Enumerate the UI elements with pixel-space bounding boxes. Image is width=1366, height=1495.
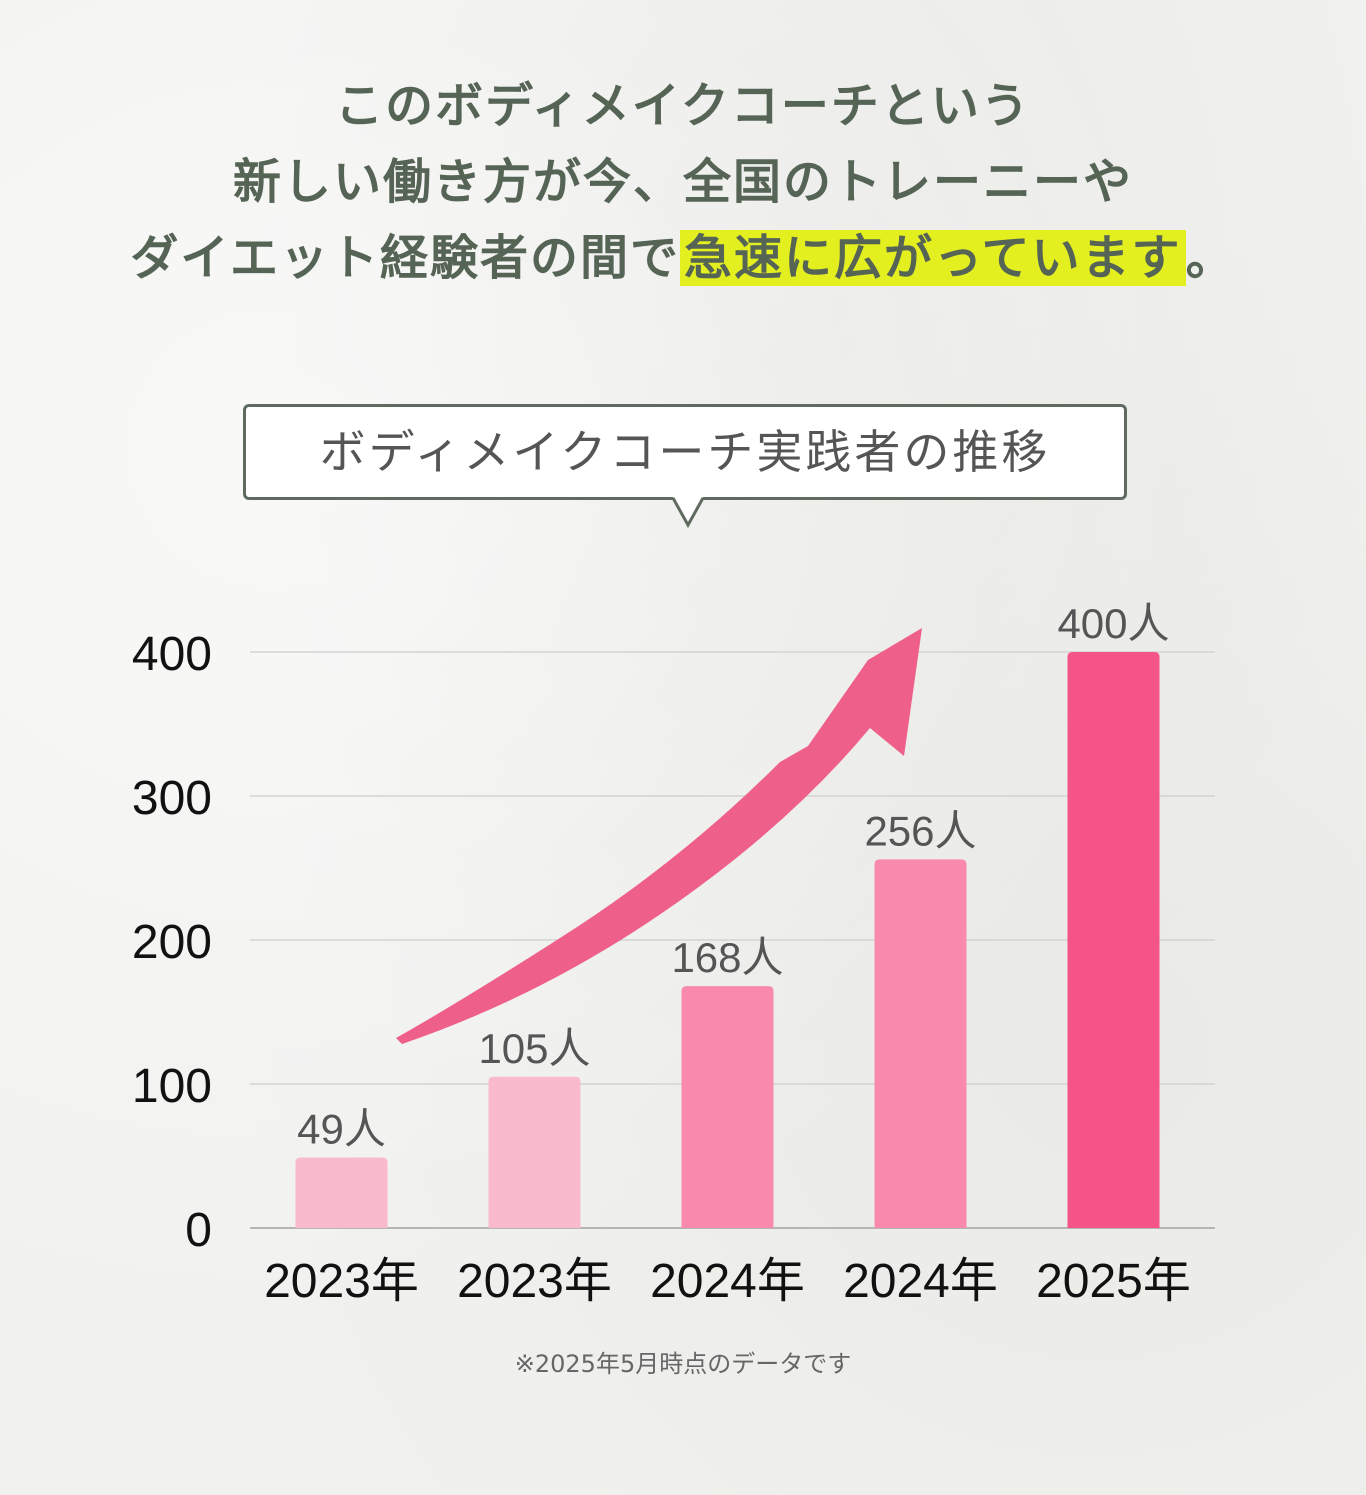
bar: [488, 1076, 581, 1228]
trend-arrow: [396, 628, 922, 1044]
data-label: 168人: [671, 934, 783, 981]
headline-line-3-start: ダイエット経験者の間で: [130, 230, 680, 286]
headline-highlight: 急速に広がっています: [679, 230, 1186, 286]
y-tick-label: 300: [132, 772, 212, 825]
x-tick-label: 2023年: [264, 1255, 419, 1308]
y-tick-label: 200: [132, 916, 212, 969]
headline-line-1: このボディメイクコーチという: [335, 78, 1031, 134]
footnote: ※2025年5月時点のデータです: [514, 1350, 852, 1378]
headline-line-2: 新しい働き方が今、全国のトレーニーや: [232, 154, 1133, 210]
x-tick-label: 2023年: [457, 1255, 612, 1308]
bar-chart: 0 100 200 300 400 49人 2023年 105人 2023年 168人 2024年 2…: [132, 600, 1215, 1308]
data-label: 400人: [1057, 600, 1169, 647]
data-label: 105人: [478, 1025, 590, 1072]
chart-title: ボディメイクコーチ実践者の推移: [319, 425, 1051, 479]
chart-title-callout: ボディメイクコーチ実践者の推移: [243, 404, 1127, 500]
headline: このボディメイクコーチという 新しい働き方が今、全国のトレーニーや ダイエット経…: [0, 68, 1366, 296]
callout-tail: [672, 497, 704, 529]
bar: [1067, 652, 1160, 1228]
y-tick-label: 100: [132, 1060, 212, 1113]
x-tick-label: 2025年: [1036, 1255, 1191, 1308]
data-label: 256人: [864, 807, 976, 854]
headline-line-3: ダイエット経験者の間で急速に広がっています。: [0, 220, 1366, 296]
y-tick-label: 400: [132, 628, 212, 681]
bar: [295, 1157, 388, 1228]
bar: [681, 986, 774, 1228]
x-tick-label: 2024年: [650, 1255, 805, 1308]
data-label: 49人: [297, 1105, 386, 1152]
headline-line-3-end: 。: [1185, 230, 1236, 286]
bar: [874, 859, 967, 1228]
x-tick-label: 2024年: [843, 1255, 998, 1308]
y-tick-label: 0: [185, 1204, 212, 1257]
